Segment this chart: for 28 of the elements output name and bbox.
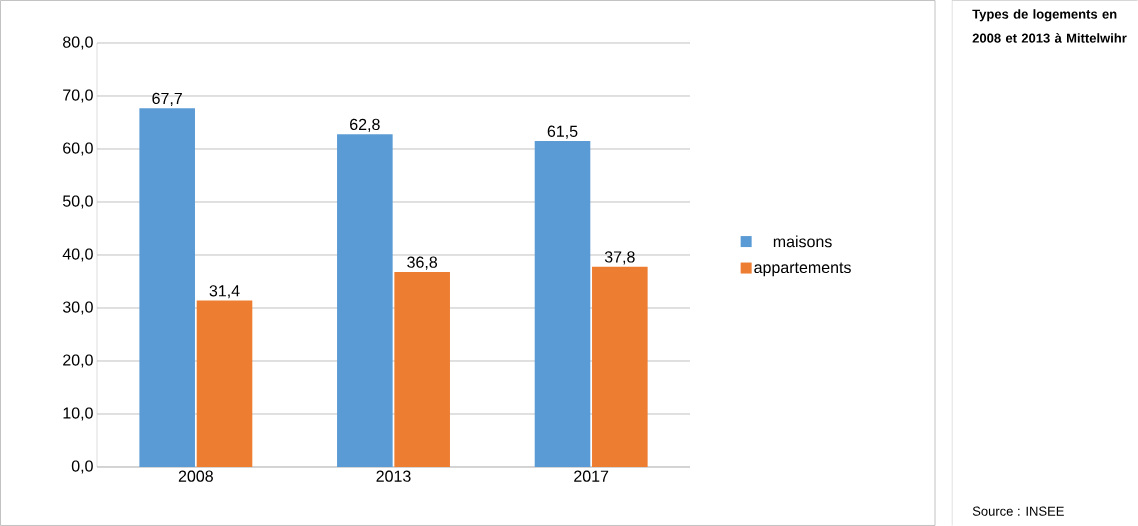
- y-tick-label: 80,0: [63, 36, 93, 50]
- source-note: Source : INSEE: [972, 506, 1064, 516]
- x-tick-label: 2017: [574, 470, 609, 482]
- bar: [534, 141, 591, 467]
- y-tick-label: 70,0: [63, 89, 93, 103]
- data-label: 67,7: [152, 92, 182, 106]
- x-tick-label: 2013: [376, 470, 411, 482]
- y-tick-label: 60,0: [63, 142, 93, 156]
- bar: [196, 300, 253, 467]
- data-label: 62,8: [350, 118, 380, 132]
- bar: [337, 134, 393, 467]
- y-tick-label: 10,0: [63, 407, 93, 421]
- bar: [394, 271, 450, 467]
- data-label: 31,4: [209, 285, 240, 299]
- text: Types de logements en 2008 et 2013 à Mittelwihr: [972, 9, 1127, 43]
- bar: [592, 266, 648, 467]
- x-tick-label: 2008: [178, 470, 213, 482]
- data-label: 36,8: [407, 256, 438, 270]
- data-label: 37,8: [604, 251, 635, 265]
- bar: [139, 108, 195, 467]
- y-tick-label: 40,0: [62, 248, 93, 262]
- y-tick-label: 50,0: [62, 195, 93, 209]
- data-label: 61,5: [547, 125, 578, 139]
- y-tick-label: 20,0: [63, 354, 93, 368]
- y-tick-label: 30,0: [62, 301, 93, 315]
- y-tick-label: 0,0: [71, 460, 93, 474]
- legend-label: appartements: [754, 262, 851, 277]
- legend-label: maisons: [773, 235, 832, 248]
